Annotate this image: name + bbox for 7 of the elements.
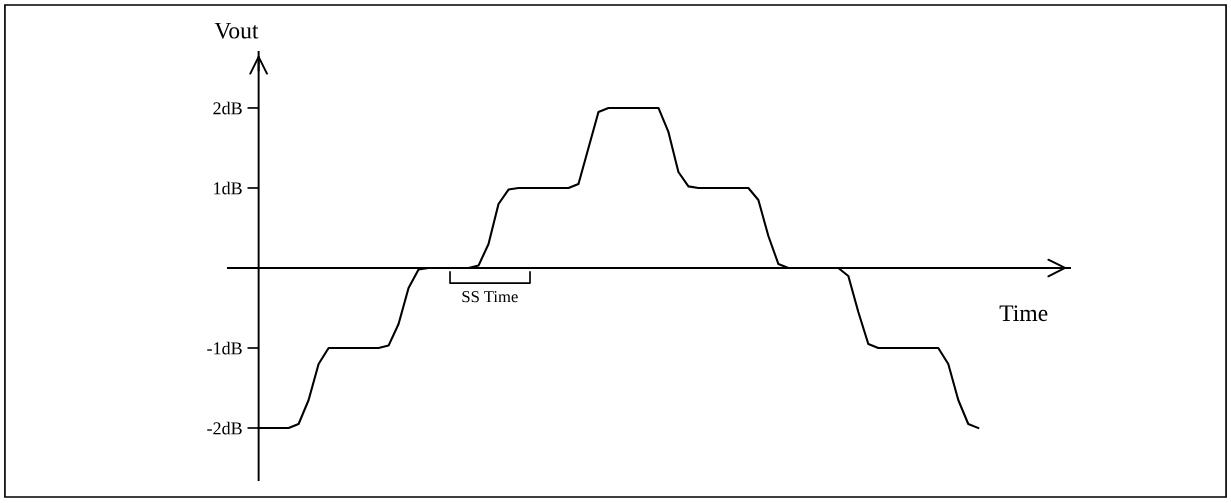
x-axis-title: Time [999,305,1048,322]
y-tick-label: 2dB [213,101,242,115]
y-axis-title: Vout [214,22,259,39]
y-tick-label: 1dB [214,181,242,195]
y-tick-label: -2dB [207,421,242,435]
annotation: SS Time [462,291,518,303]
y-tick-label: -1dB [207,341,242,355]
